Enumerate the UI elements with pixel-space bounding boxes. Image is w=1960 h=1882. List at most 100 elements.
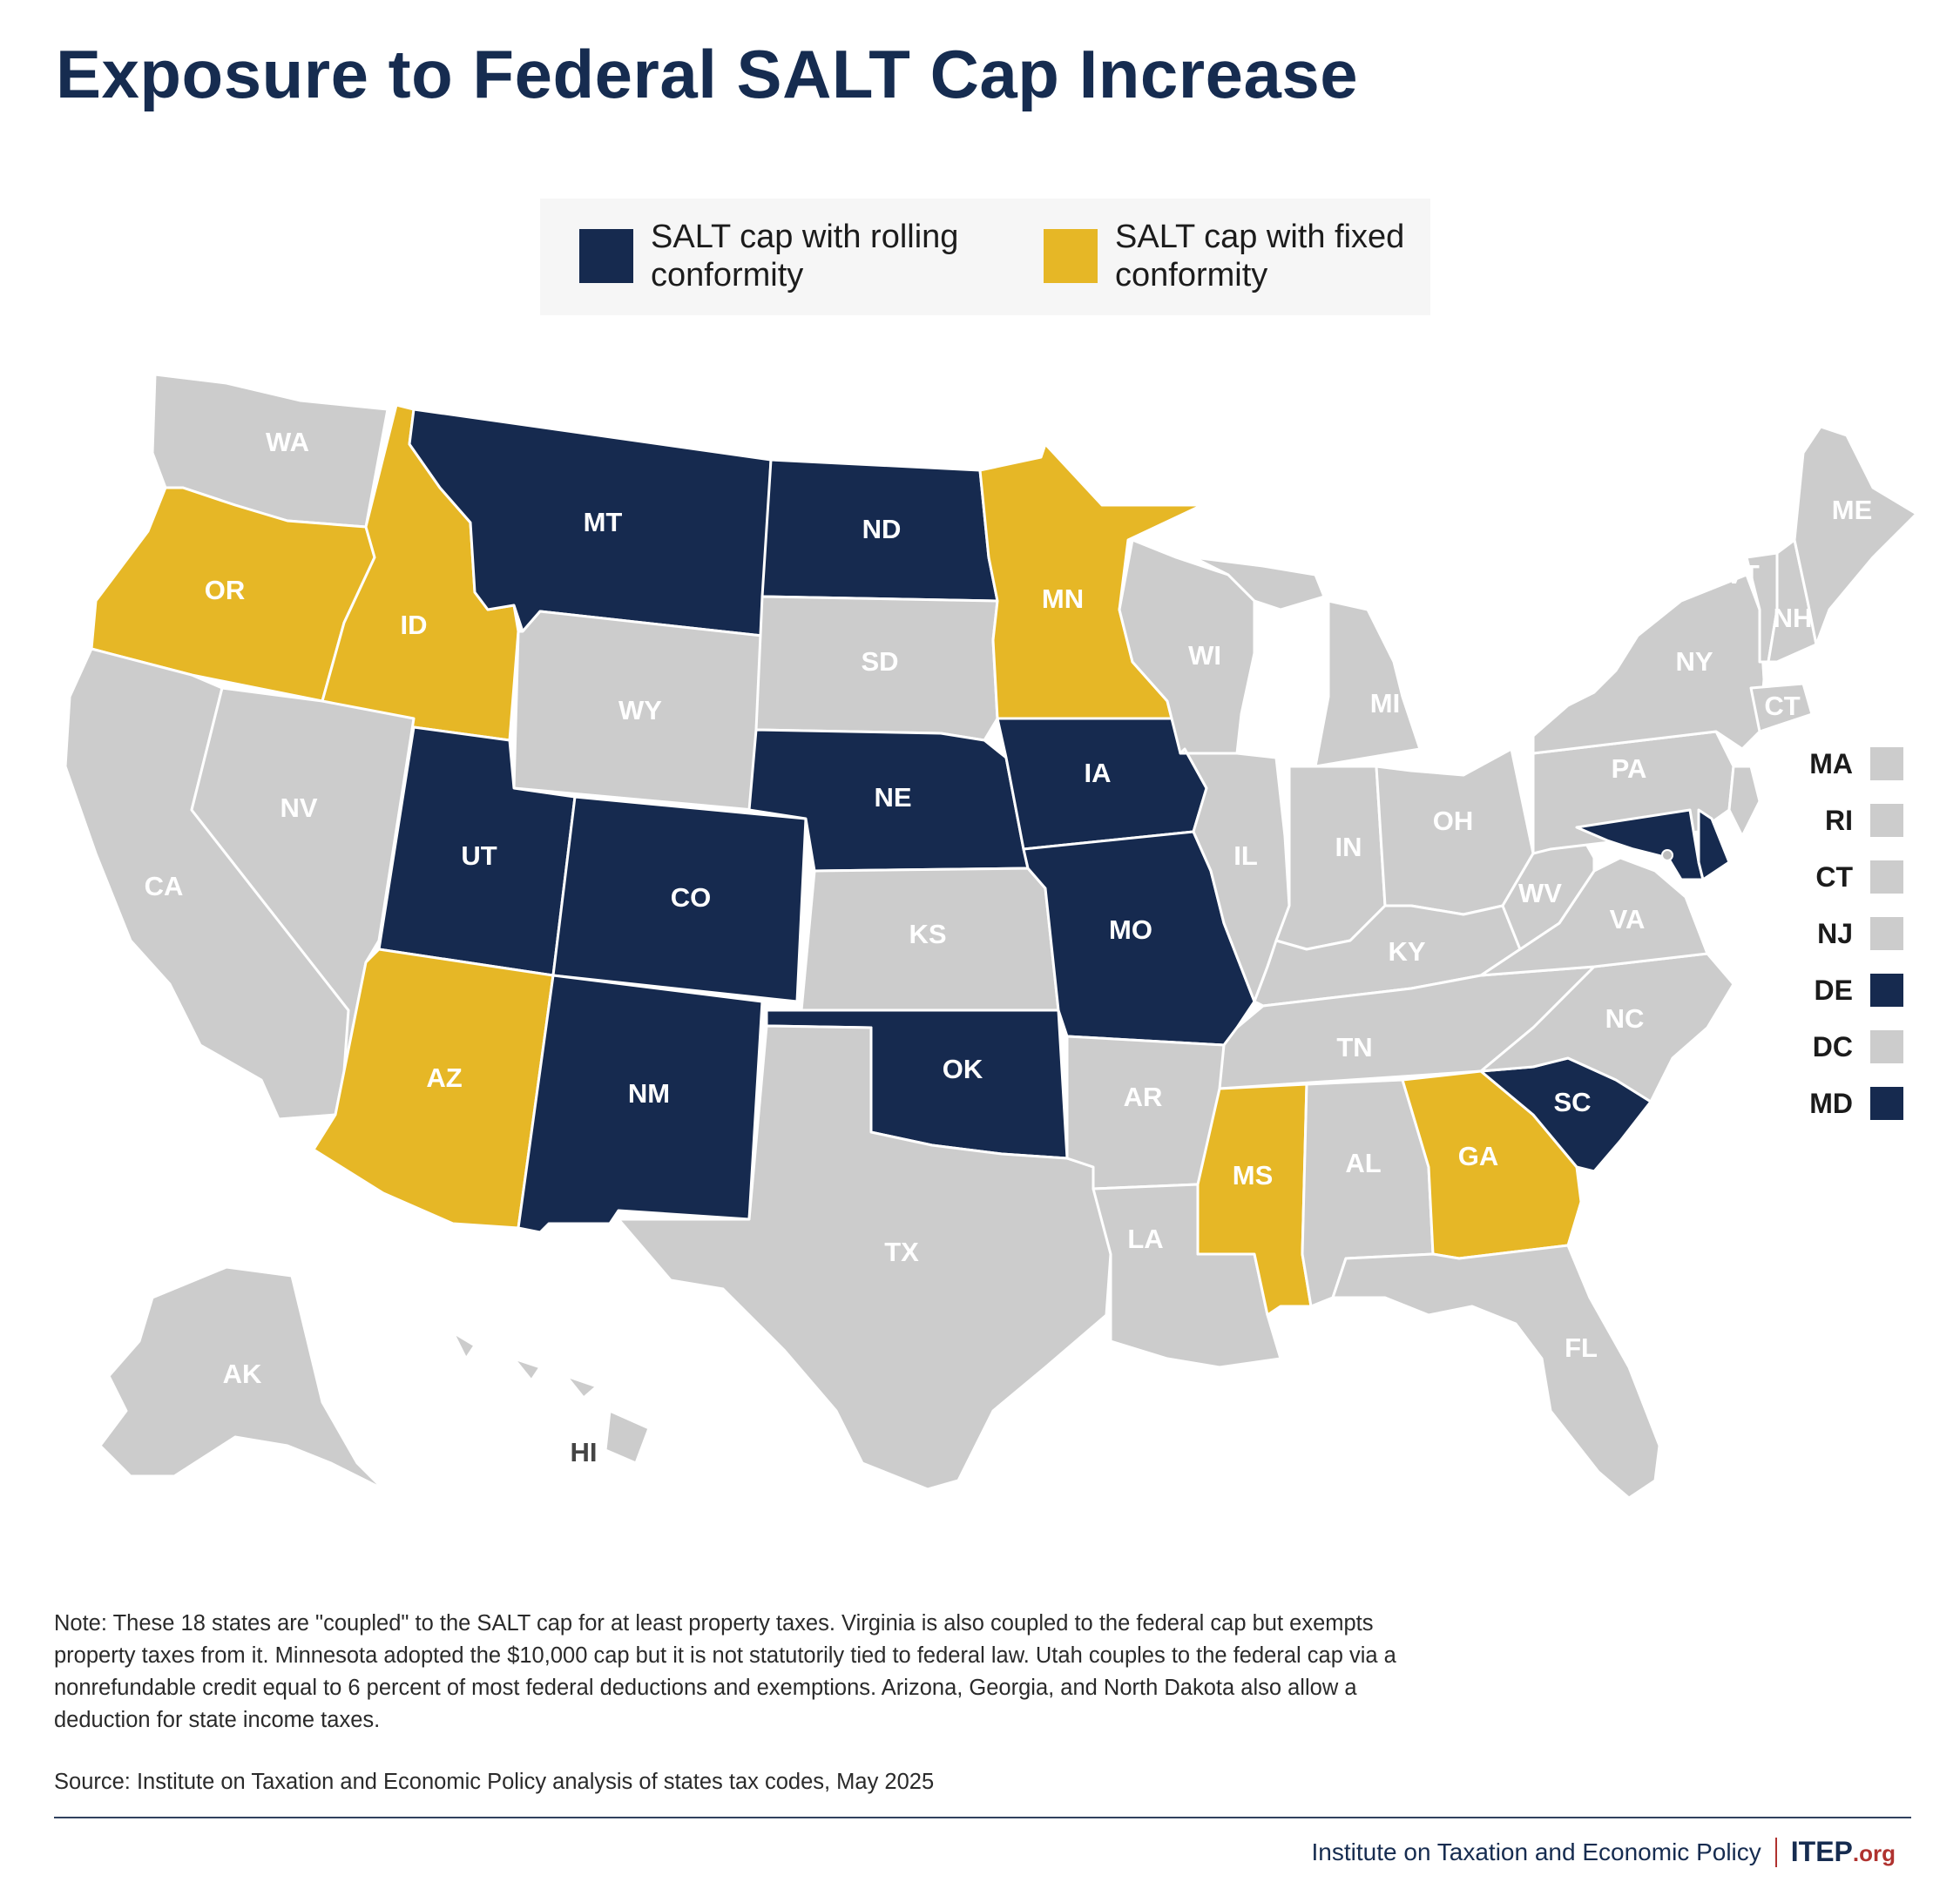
itep-logo-brand: ITEP	[1790, 1836, 1853, 1867]
dc-marker	[1661, 849, 1673, 861]
state-fl	[1331, 1244, 1661, 1500]
state-label-in: IN	[1335, 832, 1362, 862]
us-states-map: WA OR CA ID NV MT WY UT AZ CO NM ND SD NE KS OK TX MN IA MO…	[64, 373, 1918, 1500]
map-legend: SALT cap with rolling conformity SALT ca…	[540, 199, 1430, 315]
state-label-me: ME	[1832, 495, 1873, 525]
footer: Institute on Taxation and Economic Polic…	[1312, 1836, 1896, 1868]
state-label-az: AZ	[426, 1062, 462, 1093]
state-label-ga: GA	[1458, 1141, 1499, 1171]
small-state-ct: CT	[1786, 858, 1903, 914]
small-state-swatch	[1870, 747, 1903, 780]
state-label-ia: IA	[1085, 758, 1112, 788]
state-label-la: LA	[1127, 1224, 1163, 1254]
state-label-pa: PA	[1612, 753, 1647, 784]
small-state-ri: RI	[1786, 801, 1903, 858]
small-state-code: DC	[1812, 1031, 1853, 1062]
state-label-nc: NC	[1605, 1003, 1645, 1034]
state-label-mo: MO	[1109, 914, 1152, 945]
state-label-ne: NE	[874, 782, 911, 813]
state-label-ak: AK	[223, 1359, 262, 1389]
state-label-ca: CA	[145, 871, 184, 901]
state-label-nd: ND	[862, 514, 902, 544]
page-title: Exposure to Federal SALT Cap Increase	[56, 36, 1359, 112]
small-state-code: NJ	[1817, 918, 1853, 949]
state-label-il: IL	[1233, 840, 1258, 871]
state-label-nm: NM	[628, 1078, 670, 1109]
state-label-tn: TN	[1336, 1032, 1372, 1062]
small-state-swatch	[1870, 917, 1903, 950]
itep-logo: ITEP.org	[1791, 1836, 1896, 1868]
small-state-nj: NJ	[1786, 914, 1903, 971]
state-label-ar: AR	[1124, 1082, 1163, 1112]
state-label-mi: MI	[1370, 688, 1400, 718]
state-label-nv: NV	[280, 793, 317, 823]
legend-item-fixed: SALT cap with fixed conformity	[1044, 218, 1463, 294]
state-ct	[1749, 682, 1814, 733]
footer-divider	[54, 1817, 1911, 1818]
small-states-list: MA RI CT NJ DE DC MD	[1786, 745, 1903, 1141]
small-state-swatch	[1870, 1087, 1903, 1120]
legend-item-rolling: SALT cap with rolling conformity	[579, 218, 999, 294]
state-md	[1575, 808, 1705, 881]
small-state-code: RI	[1825, 805, 1853, 836]
state-de	[1697, 808, 1731, 881]
small-state-swatch	[1870, 860, 1903, 894]
state-ny	[1531, 573, 1766, 755]
state-hi	[451, 1331, 651, 1465]
state-label-nh: NH	[1774, 603, 1813, 633]
small-state-code: DE	[1814, 975, 1853, 1006]
state-label-wy: WY	[618, 695, 662, 725]
state-co	[551, 795, 808, 1003]
state-tx	[617, 1024, 1112, 1491]
state-label-ct: CT	[1764, 691, 1800, 721]
small-state-code: MD	[1809, 1088, 1853, 1119]
itep-logo-suffix: .org	[1852, 1840, 1896, 1866]
state-label-ny: NY	[1675, 646, 1713, 677]
state-label-or: OR	[205, 575, 246, 605]
state-ar	[1065, 1035, 1226, 1191]
legend-swatch-rolling	[579, 229, 633, 283]
state-mi	[1192, 556, 1422, 768]
state-label-vt: VT	[1725, 559, 1760, 590]
state-label-sc: SC	[1553, 1087, 1591, 1117]
state-label-ky: KY	[1388, 936, 1425, 967]
state-label-ut: UT	[461, 840, 497, 871]
small-state-swatch	[1870, 974, 1903, 1007]
state-label-ok: OK	[943, 1054, 983, 1084]
state-label-wi: WI	[1188, 640, 1221, 671]
state-label-tx: TX	[884, 1237, 919, 1267]
small-state-md: MD	[1786, 1084, 1903, 1141]
small-state-code: CT	[1815, 861, 1853, 893]
state-label-wv: WV	[1518, 878, 1562, 908]
state-label-ms: MS	[1233, 1160, 1274, 1191]
small-state-de: DE	[1786, 971, 1903, 1028]
map-source: Source: Institute on Taxation and Econom…	[54, 1770, 935, 1794]
small-state-swatch	[1870, 804, 1903, 837]
state-label-id: ID	[401, 610, 428, 640]
small-state-dc: DC	[1786, 1028, 1903, 1084]
state-nm	[517, 974, 764, 1234]
state-label-fl: FL	[1565, 1332, 1598, 1363]
state-me	[1793, 425, 1918, 646]
state-label-wa: WA	[266, 427, 309, 457]
map-note: Note: These 18 states are "coupled" to t…	[54, 1611, 1396, 1732]
state-label-oh: OH	[1433, 806, 1474, 836]
small-state-code: MA	[1809, 748, 1853, 779]
state-ak	[98, 1265, 385, 1491]
state-label-hi: HI	[571, 1437, 598, 1467]
footer-separator	[1774, 1837, 1777, 1867]
state-label-al: AL	[1345, 1148, 1381, 1178]
state-label-ks: KS	[909, 919, 946, 949]
state-nj	[1727, 765, 1761, 838]
state-label-mt: MT	[584, 507, 623, 537]
legend-swatch-fixed	[1044, 229, 1098, 283]
state-label-sd: SD	[861, 646, 898, 677]
legend-label-rolling: SALT cap with rolling conformity	[651, 219, 959, 293]
state-label-mn: MN	[1042, 583, 1084, 614]
legend-label-fixed: SALT cap with fixed conformity	[1115, 219, 1405, 293]
footer-organization: Institute on Taxation and Economic Polic…	[1311, 1838, 1761, 1865]
state-label-co: CO	[671, 882, 712, 913]
small-state-ma: MA	[1786, 745, 1903, 801]
state-label-va: VA	[1610, 904, 1646, 934]
small-state-swatch	[1870, 1030, 1903, 1063]
